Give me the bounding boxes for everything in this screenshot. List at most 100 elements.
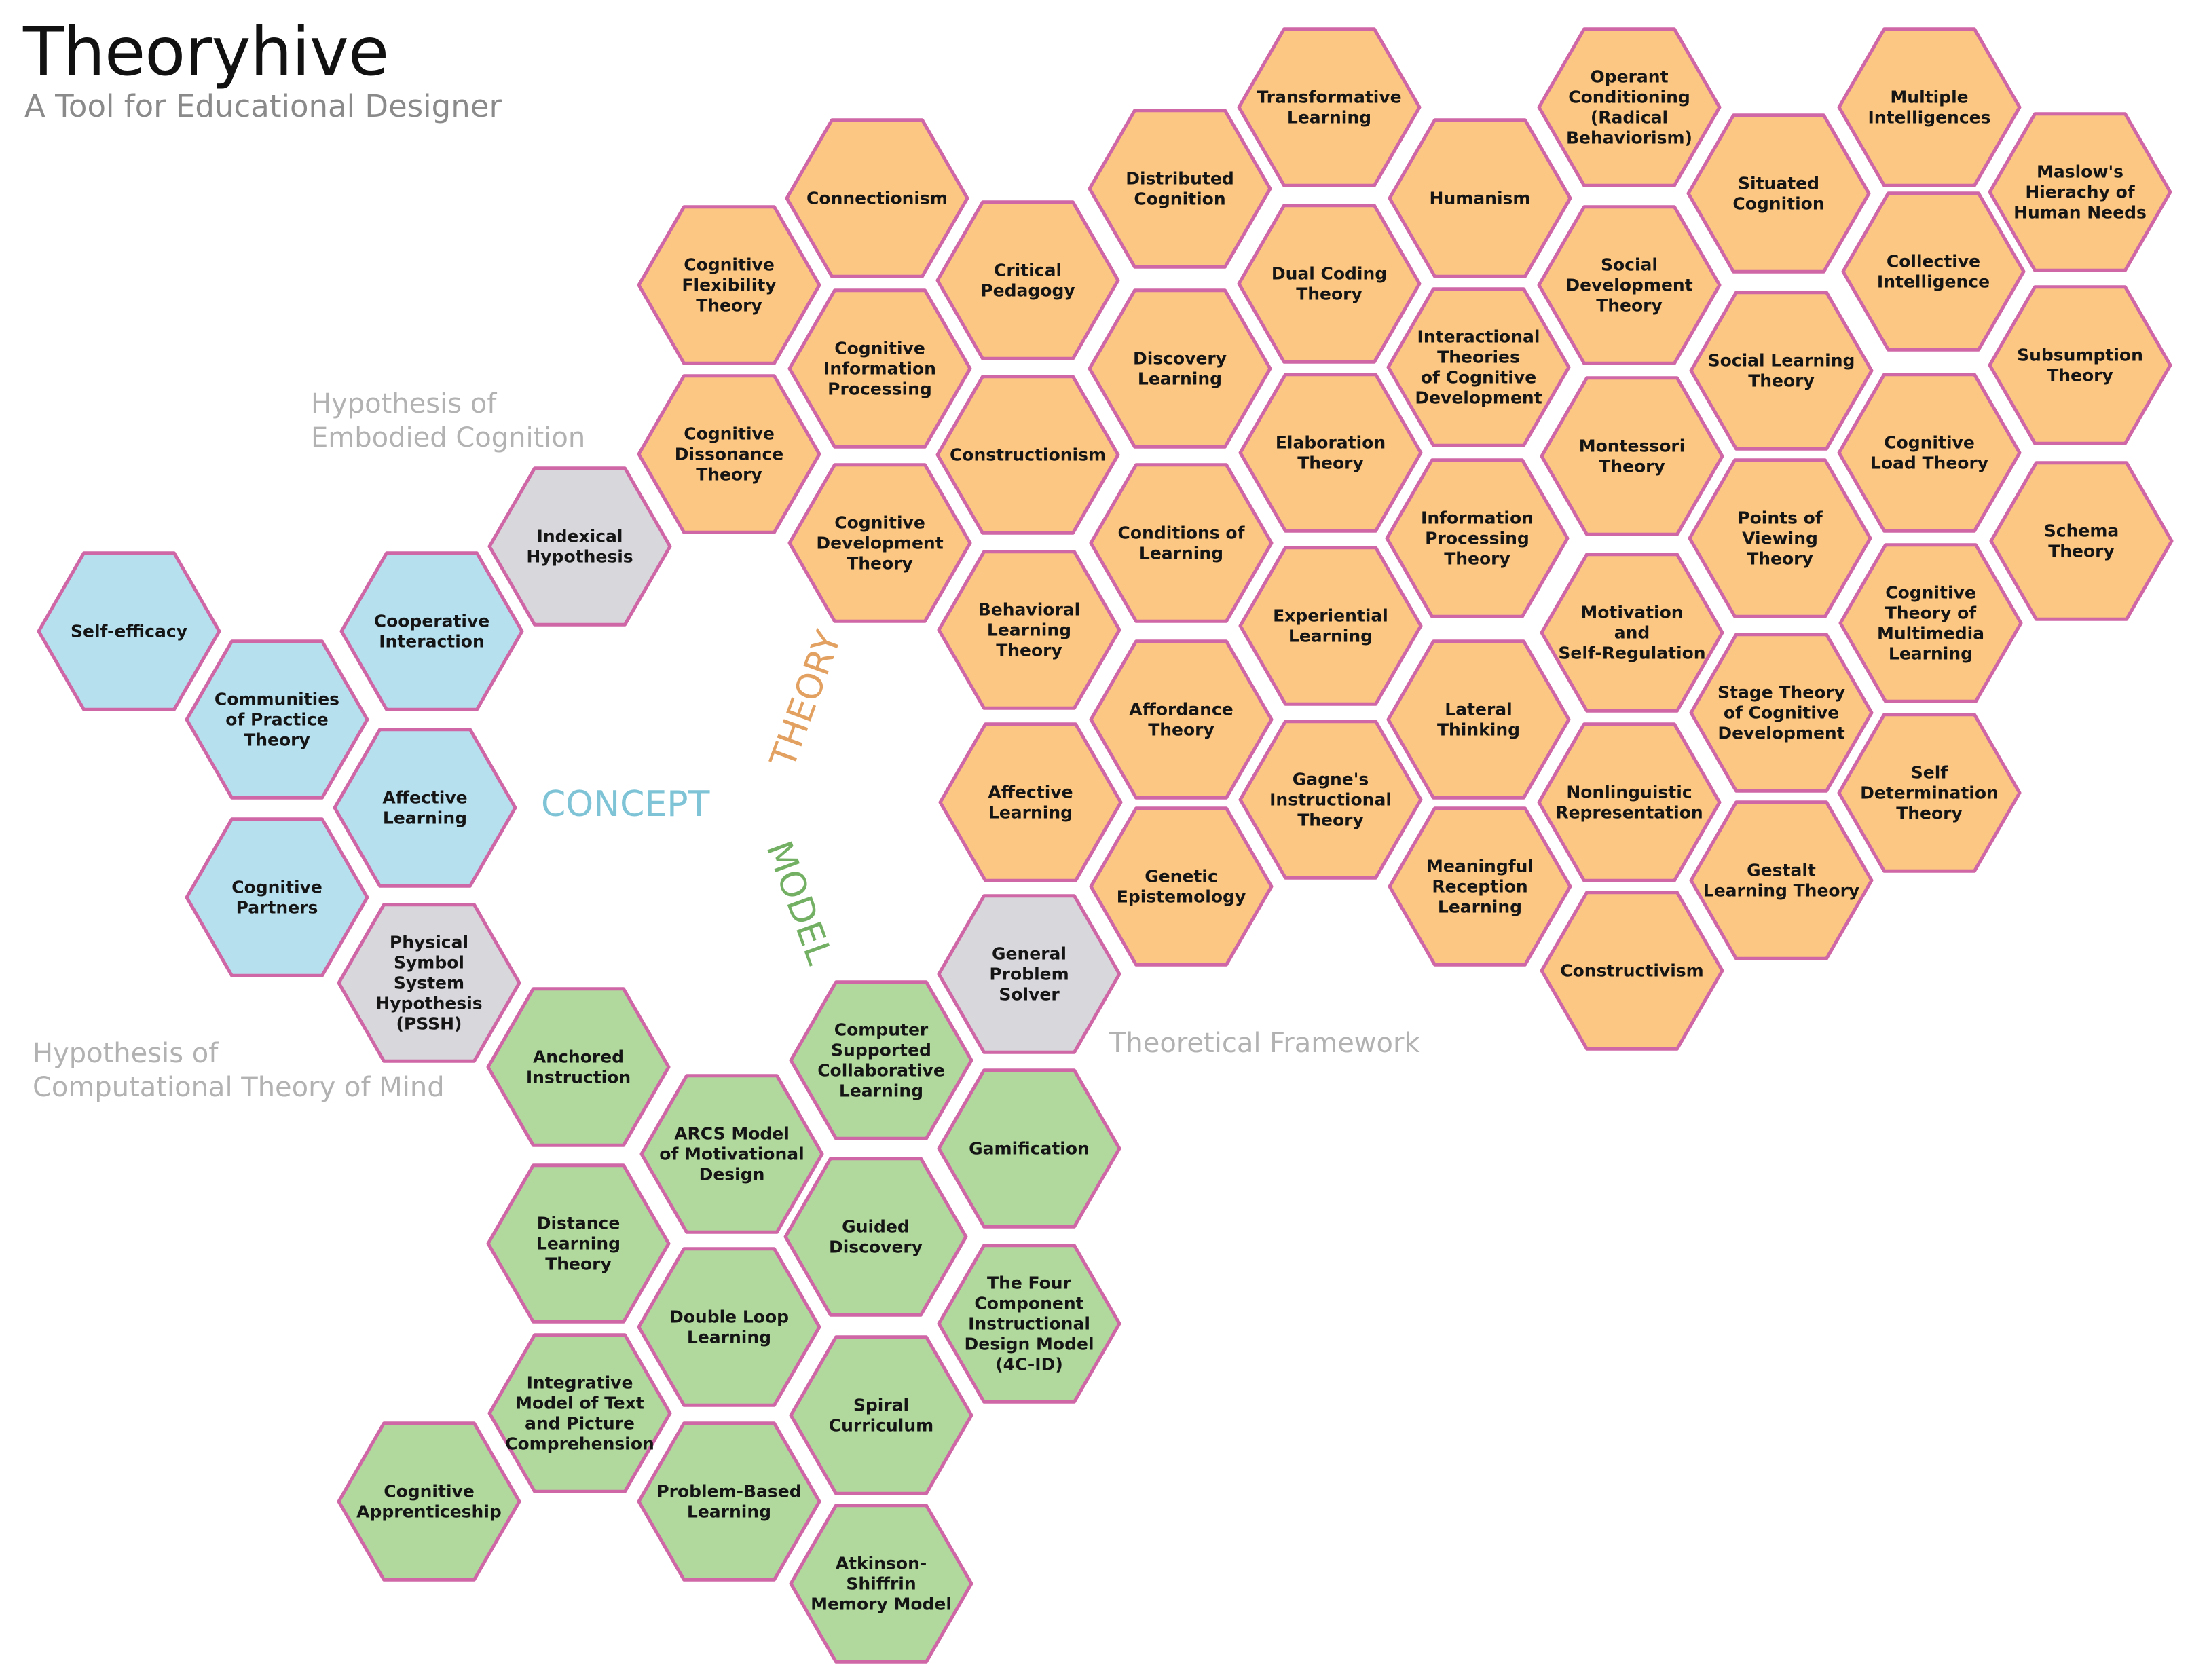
hex-label-line: Viewing	[1742, 529, 1818, 548]
hex-shape	[1089, 639, 1274, 800]
hex-theory-constructionism[interactable]: Constructionism	[935, 375, 1120, 535]
hex-shape	[937, 1244, 1121, 1404]
hex-model-gamification[interactable]: Gamification	[937, 1068, 1121, 1229]
hex-label-line: Representation	[1555, 803, 1703, 823]
hex-label-line: Cognitive	[384, 1482, 475, 1501]
hex-label-line: Self	[1911, 763, 1949, 783]
hex-label-line: Development	[1718, 724, 1844, 743]
hex-shape	[785, 118, 969, 278]
hex-shape	[1088, 109, 1272, 269]
hex-shape	[1537, 27, 1722, 187]
hex-label-line: of Motivational	[659, 1144, 804, 1164]
hex-label-line: Cognitive	[231, 878, 322, 897]
hex-label-line: Behavioral	[978, 600, 1081, 620]
hex-concept-self-efficacy[interactable]: Self-efficacy	[37, 551, 221, 711]
hex-label-line: Multimedia	[1877, 624, 1984, 643]
annotation-computational-line-1: Hypothesis of	[33, 1038, 219, 1069]
hex-label-line: Theory	[1296, 284, 1362, 304]
hex-label-line: Development	[1415, 388, 1542, 408]
hex-label-line: Learning	[687, 1328, 771, 1347]
hex-shape	[1540, 891, 1724, 1051]
hex-theory-connectionism[interactable]: Connectionism	[785, 118, 969, 278]
hex-shape	[789, 1335, 973, 1495]
hex-theory-constructivism[interactable]: Constructivism	[1540, 891, 1724, 1051]
hex-label-line: Collaborative	[817, 1061, 945, 1081]
hex-label-line: Anchored	[533, 1047, 624, 1067]
hex-label-line: Operant	[1590, 67, 1668, 87]
hex-shape	[1689, 800, 1874, 960]
hex-label-line: Theory	[1148, 720, 1214, 740]
hex-theory-humanism[interactable]: Humanism	[1388, 118, 1572, 278]
hex-shape	[487, 466, 672, 627]
hex-label-line: Lateral	[1445, 700, 1512, 720]
section-label-concept: CONCEPT	[541, 784, 710, 825]
hex-label-line: Learning	[839, 1081, 923, 1101]
hex-label-line: Learning	[687, 1502, 771, 1522]
hex-label-line: Distributed	[1126, 169, 1234, 189]
hex-label-line: of Cognitive	[1421, 368, 1536, 388]
hex-label-line: Learning	[1288, 627, 1373, 646]
hex-shape	[1837, 27, 2022, 187]
hex-label-line: Affective	[382, 788, 467, 808]
